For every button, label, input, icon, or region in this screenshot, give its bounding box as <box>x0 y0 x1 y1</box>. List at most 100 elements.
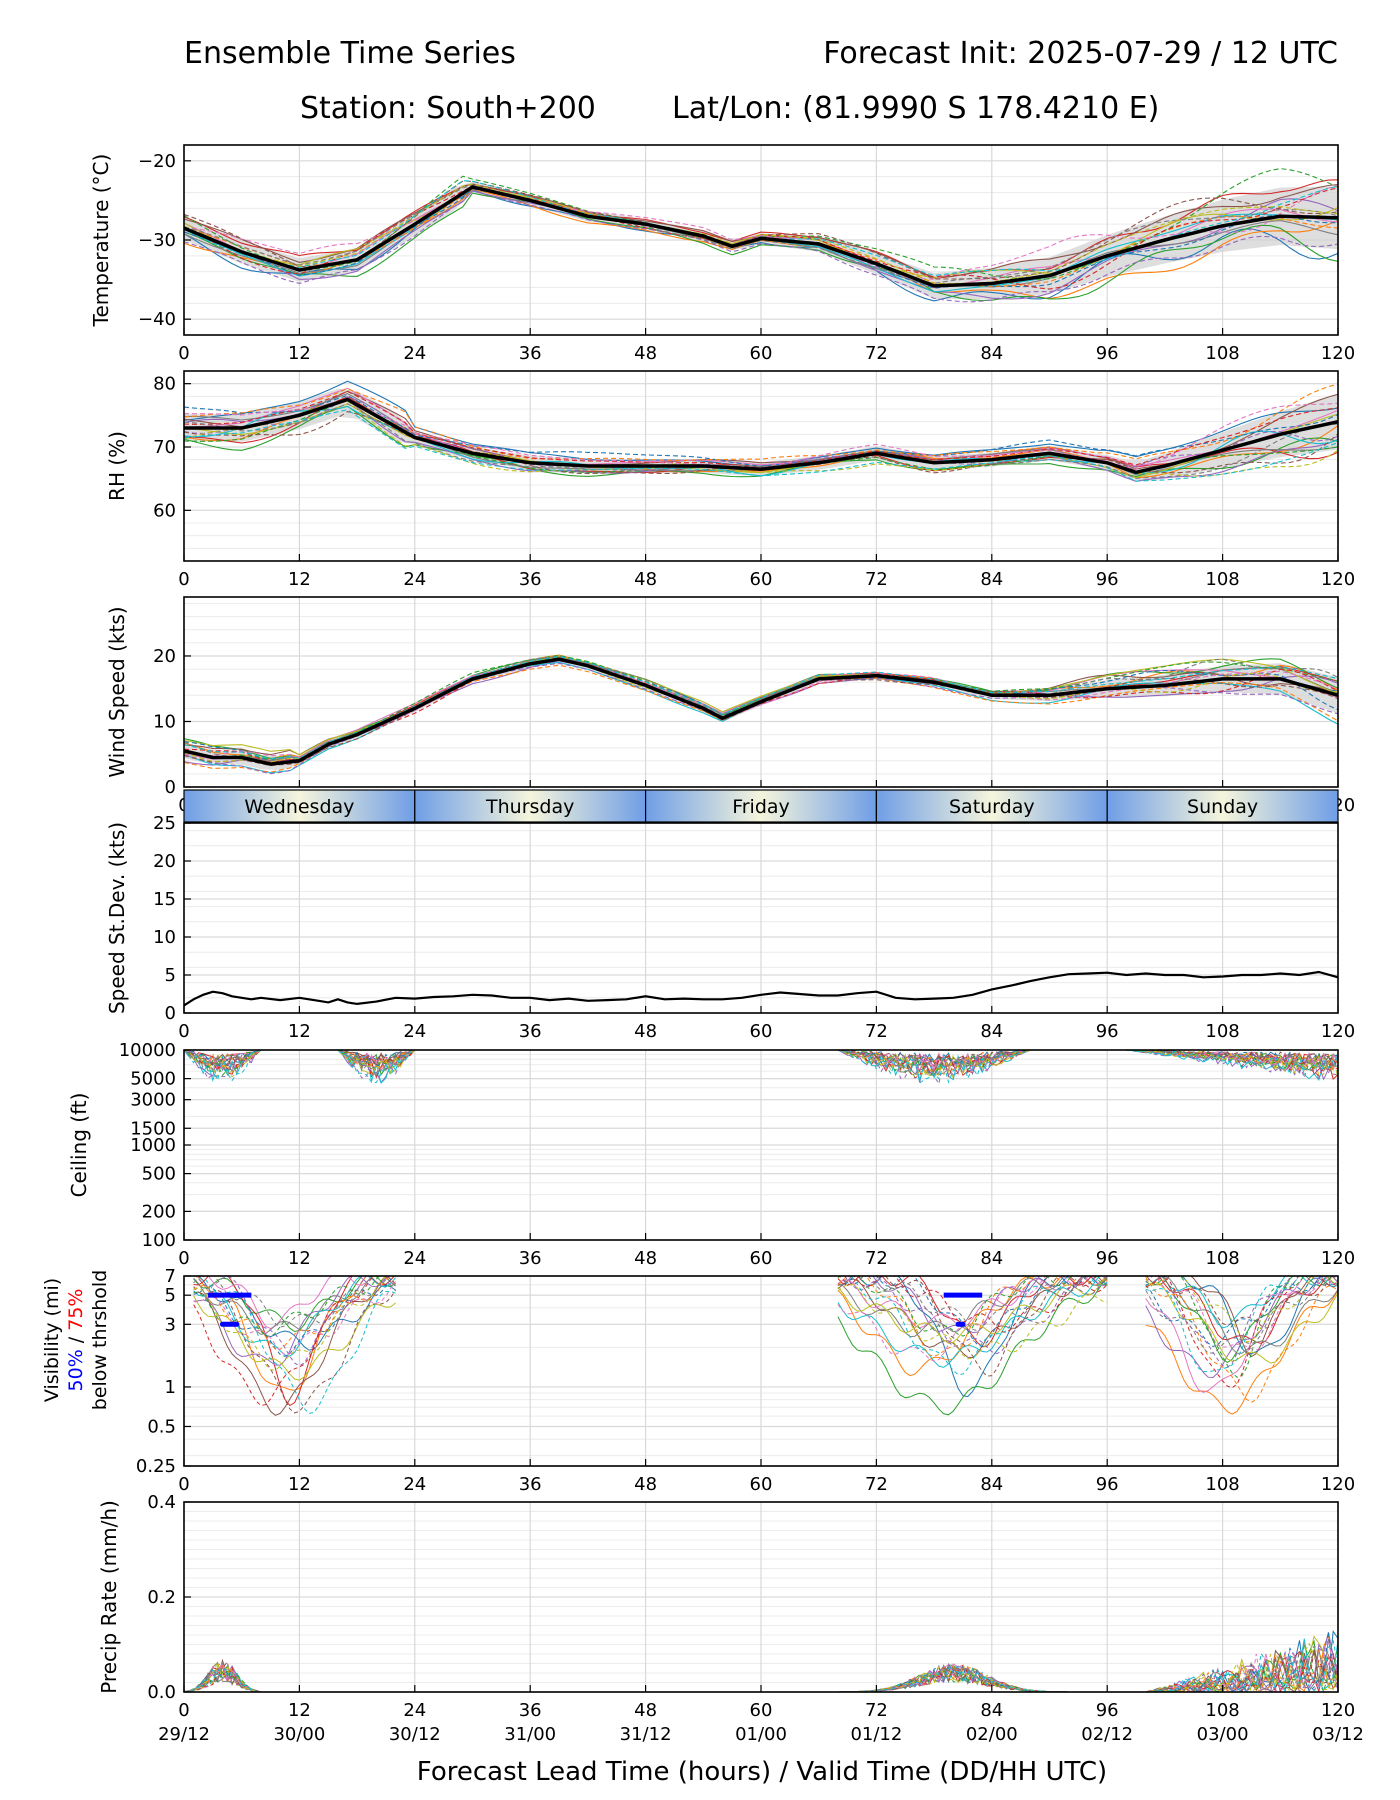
visibility-member-line <box>193 1276 390 1328</box>
x-tick-label: 84 <box>980 343 1003 364</box>
vis-50-label: 50% <box>65 1349 87 1391</box>
x-tick-label: 108 <box>1205 1700 1239 1721</box>
x-tick-label: 24 <box>403 569 426 590</box>
y-tick-label: 3000 <box>130 1090 176 1111</box>
ensemble-member-line <box>184 190 1338 303</box>
visibility-member-line <box>1145 1289 1338 1415</box>
ensemble-member-line <box>184 409 1338 482</box>
day-segment <box>875 789 1108 823</box>
svg-text:Visibility (mi): Visibility (mi) <box>41 1278 63 1402</box>
ensemble-member-line <box>184 658 1338 764</box>
x-tick-label: 84 <box>980 569 1003 590</box>
x-tick-label: 48 <box>634 569 657 590</box>
y-axis-label: RH (%) <box>105 431 129 501</box>
x-tick-label: 84 <box>980 1474 1003 1495</box>
day-segment <box>1106 789 1339 823</box>
valid-time-label: 31/00 <box>504 1724 556 1745</box>
plot-area <box>184 380 1338 482</box>
x-tick-label: 36 <box>519 1700 542 1721</box>
y-tick-label: 5 <box>165 1285 176 1306</box>
vis-ylabel-line1: Visibility (mi) <box>41 1278 63 1402</box>
y-tick-label: 0.0 <box>147 1682 176 1703</box>
x-tick-label: 12 <box>288 1021 311 1042</box>
ceiling-member-line <box>837 1050 1031 1072</box>
y-tick-label: 1000 <box>130 1135 176 1156</box>
y-axis-label: Temperature (°C) <box>89 154 113 328</box>
y-tick-label: 10 <box>153 927 176 948</box>
ensemble-member-line <box>184 400 1338 477</box>
panels: −20−30−400 12 24 36 48 60 72 84 96 108 120Temperat… <box>67 144 1364 1745</box>
x-tick-label: 12 <box>288 1474 311 1495</box>
y-axis-label: Precip Rate (mm/h) <box>97 1500 121 1694</box>
ensemble-member-line <box>184 184 1338 280</box>
vis-sep-label: / <box>65 1331 87 1349</box>
visibility-member-line <box>1145 1276 1338 1378</box>
visibility-member-line <box>1160 1276 1333 1329</box>
ceiling-member-line <box>337 1050 415 1084</box>
x-tick-label: 36 <box>519 569 542 590</box>
x-tick-label: 108 <box>1205 569 1239 590</box>
visibility-member-line <box>1145 1276 1323 1348</box>
x-tick-label: 48 <box>634 1474 657 1495</box>
x-tick-label: 0 <box>178 569 189 590</box>
valid-time-label: 02/00 <box>966 1724 1018 1745</box>
visibility-member-line <box>193 1276 396 1357</box>
y-tick-label: 0.2 <box>147 1587 176 1608</box>
valid-time-label: 03/00 <box>1197 1724 1249 1745</box>
y-axis-label: Wind Speed (kts) <box>105 606 129 777</box>
x-tick-label: 120 <box>1321 1021 1355 1042</box>
x-tick-label: 12 <box>288 569 311 590</box>
x-tick-label: 120 <box>1321 343 1355 364</box>
x-tick-label: 120 <box>1321 1248 1355 1269</box>
y-tick-label: 100 <box>142 1230 176 1251</box>
visibility-member-line <box>193 1276 395 1357</box>
x-tick-label: 60 <box>750 569 773 590</box>
ceiling-member-line <box>837 1050 1031 1072</box>
day-segment <box>644 789 877 823</box>
day-bar: Wednesday Thursday Friday Saturday Sunday <box>183 789 1339 823</box>
visibility-member-line <box>1145 1276 1338 1393</box>
y-tick-label: 60 <box>153 500 176 521</box>
visibility-member-line <box>1145 1276 1338 1343</box>
panel-3: 2010001224364860728496108120Wind Speed (… <box>105 596 1355 816</box>
vis-75-label: 75% <box>65 1289 87 1331</box>
day-label: Friday <box>732 796 790 818</box>
x-tick-label: 108 <box>1205 343 1239 364</box>
y-tick-label: 3 <box>165 1314 176 1335</box>
ensemble-member-line <box>184 390 1338 468</box>
y-tick-label: 0 <box>165 777 176 798</box>
x-tick-label: 72 <box>865 343 888 364</box>
ceiling-member-line <box>337 1050 416 1071</box>
valid-time-label: 31/12 <box>620 1724 672 1745</box>
ensemble-member-line <box>184 186 1338 288</box>
x-tick-label: 72 <box>865 1700 888 1721</box>
ensemble-member-line <box>184 192 1338 302</box>
x-tick-label: 120 <box>1321 1700 1355 1721</box>
x-tick-label: 72 <box>865 569 888 590</box>
visibility-member-line <box>1145 1276 1337 1368</box>
visibility-member-line <box>838 1276 1097 1377</box>
ensemble-member-line <box>184 190 1338 300</box>
x-tick-label: 120 <box>1321 1474 1355 1495</box>
visibility-member-line <box>193 1276 396 1371</box>
speed-stdev-line <box>184 970 1338 1007</box>
figure-title-right: Forecast Init: 2025-07-29 / 12 UTC <box>823 36 1338 71</box>
visibility-member-line <box>837 1276 1108 1337</box>
x-tick-label: 84 <box>980 1700 1003 1721</box>
valid-time-label: 01/12 <box>850 1724 902 1745</box>
panel-6: 75 3 1 0.5 0.250 12 24 36 48 60 72 84 96 108 120 <box>136 1266 1355 1495</box>
ensemble-mean-line <box>184 657 1338 766</box>
x-tick-label: 72 <box>865 1021 888 1042</box>
y-tick-label: 70 <box>153 437 176 458</box>
visibility-member-line <box>843 1276 1108 1355</box>
ensemble-member-line <box>184 655 1338 760</box>
x-tick-label: 60 <box>750 1248 773 1269</box>
ensemble-member-line <box>184 184 1338 284</box>
x-tick-label: 108 <box>1205 1248 1239 1269</box>
y-tick-label: 10000 <box>119 1040 176 1061</box>
visibility-member-line <box>193 1276 391 1350</box>
y-tick-label: 1 <box>165 1377 176 1398</box>
valid-time-label: 02/12 <box>1081 1724 1133 1745</box>
ensemble-mean-line <box>184 185 1338 288</box>
